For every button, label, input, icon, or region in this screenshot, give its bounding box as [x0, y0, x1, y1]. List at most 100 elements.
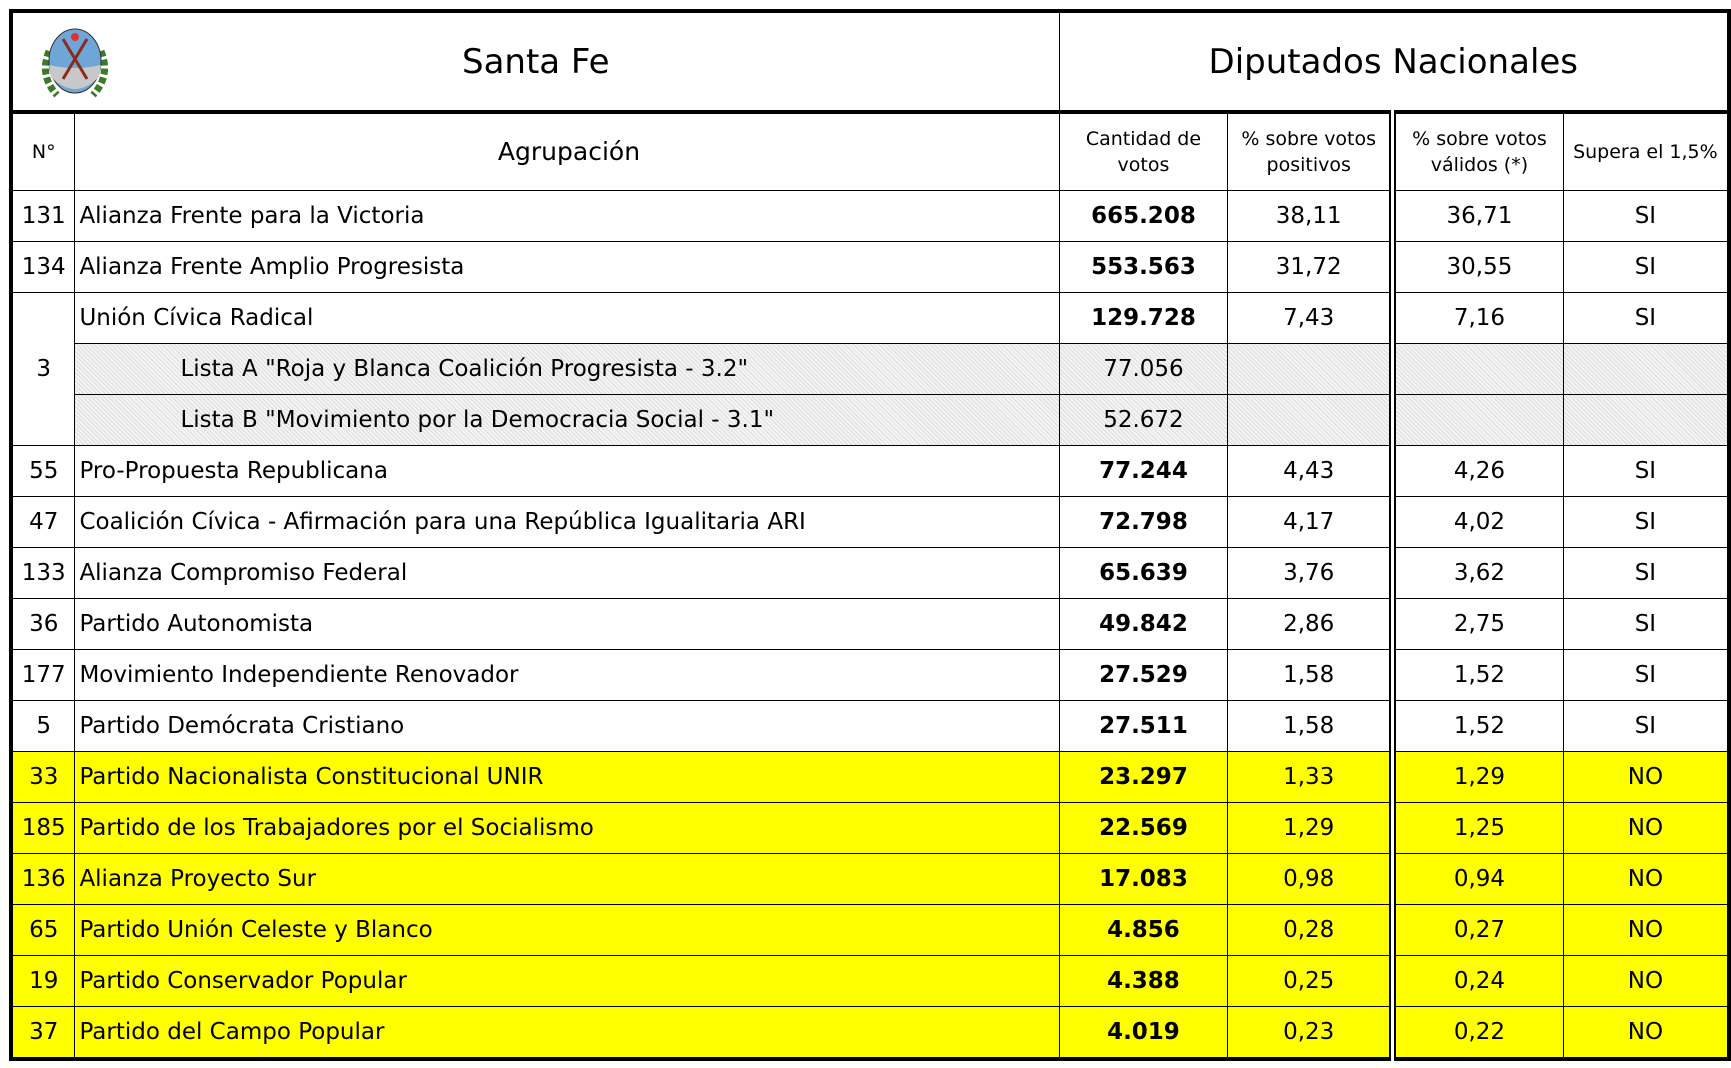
pct-valid: 4,02 [1389, 496, 1564, 548]
party-name: Partido de los Trabajadores por el Socia… [74, 802, 1060, 854]
exceeds: NO [1562, 1006, 1730, 1060]
sublist-row: Lista A "Roja y Blanca Coalición Progres… [11, 343, 1730, 395]
party-row: 177 Movimiento Independiente Renovador 27.… [10, 649, 1730, 701]
pct-valid: 4,26 [1389, 445, 1564, 497]
pct-valid: 1,25 [1389, 802, 1564, 854]
votes: 49.842 [1058, 598, 1229, 650]
pct-positive: 1,29 [1227, 802, 1394, 854]
party-number: 19 [10, 955, 76, 1007]
votes: 77.244 [1058, 445, 1229, 497]
party-number: 185 [10, 802, 76, 854]
party-name: Alianza Frente Amplio Progresista [74, 241, 1060, 293]
pct-positive: 4,17 [1227, 496, 1394, 548]
party-row: 133 Alianza Compromiso Federal 65.639 3,76 3… [10, 547, 1730, 599]
party-number: 65 [10, 904, 76, 956]
exceeds: SI [1562, 598, 1730, 650]
exceeds: NO [1562, 955, 1730, 1007]
pct-positive: 3,76 [1227, 547, 1394, 599]
party-row: 134 Alianza Frente Amplio Progresista 553.… [10, 241, 1730, 293]
pct-valid: 0,27 [1389, 904, 1564, 956]
party-number: 136 [10, 853, 76, 905]
party-number: 36 [10, 598, 76, 650]
party-name: Alianza Frente para la Victoria [74, 190, 1060, 242]
party-name: Coalición Cívica - Afirmación para una R… [74, 496, 1060, 548]
party-name: Partido Autonomista [74, 598, 1060, 650]
pct-positive: 0,23 [1227, 1006, 1394, 1060]
exceeds: NO [1562, 853, 1730, 905]
party-name: Partido Nacionalista Constitucional UNIR [74, 751, 1060, 803]
exceeds: SI [1562, 649, 1730, 701]
pct-positive: 0,25 [1227, 955, 1394, 1007]
party-row: 3 Unión Cívica Radical 129.728 7,43 7,16 SI [10, 292, 1730, 446]
column-header: % sobre votos positivos [1227, 111, 1394, 191]
votes: 22.569 [1058, 802, 1229, 854]
province-cell: Santa Fe [10, 10, 1060, 114]
party-row: 19 Partido Conservador Popular 4.388 0,25 0,… [10, 955, 1730, 1007]
pct-valid: 1,52 [1389, 649, 1564, 701]
table-body: Santa Fe Diputados Nacionales N° Agrupac… [10, 10, 1730, 1060]
empty-cell [1389, 343, 1564, 395]
header-row: Santa Fe Diputados Nacionales [10, 10, 1730, 114]
party-name: Partido Conservador Popular [74, 955, 1060, 1007]
party-row: 131 Alianza Frente para la Victoria 665.20… [10, 190, 1730, 242]
exceeds: SI [1562, 700, 1730, 752]
pct-positive: 31,72 [1227, 241, 1394, 293]
party-number: 134 [10, 241, 76, 293]
exceeds: NO [1562, 751, 1730, 803]
pct-positive: 0,28 [1227, 904, 1394, 956]
votes: 23.297 [1058, 751, 1229, 803]
party-name: Movimiento Independiente Renovador [74, 649, 1060, 701]
pct-positive: 1,58 [1227, 649, 1394, 701]
column-header: % sobre votos válidos (*) [1389, 111, 1564, 191]
votes: 17.083 [1058, 853, 1229, 905]
party-number: 55 [10, 445, 76, 497]
party-row: 65 Partido Unión Celeste y Blanco 4.856 0,2… [10, 904, 1730, 956]
pct-positive: 38,11 [1227, 190, 1394, 242]
party-number: 177 [10, 649, 76, 701]
empty-cell [1227, 343, 1394, 395]
column-header-row: N° Agrupación Cantidad de votos % sobre … [10, 111, 1730, 191]
pct-positive: 1,58 [1227, 700, 1394, 752]
party-row: 5 Partido Demócrata Cristiano 27.511 1,58 1,… [10, 700, 1730, 752]
sublist-votes: 52.672 [1058, 394, 1229, 446]
votes: 65.639 [1058, 547, 1229, 599]
exceeds: NO [1562, 802, 1730, 854]
pct-valid: 3,62 [1389, 547, 1564, 599]
party-row: 185 Partido de los Trabajadores por el So… [10, 802, 1730, 854]
pct-valid: 1,29 [1389, 751, 1564, 803]
party-name: Unión Cívica Radical [74, 292, 1060, 344]
office-title: Diputados Nacionales [1058, 10, 1730, 114]
column-header: Cantidad de votos [1058, 111, 1229, 191]
pct-valid: 0,24 [1389, 955, 1564, 1007]
exceeds: SI [1562, 496, 1730, 548]
column-header: Supera el 1,5% [1562, 111, 1730, 191]
coat-of-arms [41, 28, 109, 98]
party-name: Alianza Proyecto Sur [74, 853, 1060, 905]
results-table: Santa Fe Diputados Nacionales N° Agrupac… [9, 9, 1731, 1061]
party-number: 37 [10, 1006, 76, 1060]
votes: 129.728 [1058, 292, 1229, 344]
party-row: 33 Partido Nacionalista Constitucional UN… [10, 751, 1730, 803]
party-row: 136 Alianza Proyecto Sur 17.083 0,98 0,94 NO [10, 853, 1730, 905]
votes: 665.208 [1058, 190, 1229, 242]
party-row: 36 Partido Autonomista 49.842 2,86 2,75 SI [10, 598, 1730, 650]
empty-cell [1389, 394, 1564, 446]
empty-cell [1227, 394, 1394, 446]
pct-positive: 0,98 [1227, 853, 1394, 905]
votes: 553.563 [1058, 241, 1229, 293]
pct-valid: 30,55 [1389, 241, 1564, 293]
exceeds: NO [1562, 904, 1730, 956]
votes: 4.856 [1058, 904, 1229, 956]
votes: 27.529 [1058, 649, 1229, 701]
pct-valid: 0,22 [1389, 1006, 1564, 1060]
party-name: Partido Unión Celeste y Blanco [74, 904, 1060, 956]
party-number: 33 [10, 751, 76, 803]
empty-cell [1562, 394, 1730, 446]
pct-positive: 7,43 [1227, 292, 1394, 344]
empty-cell [1562, 343, 1730, 395]
pct-valid: 7,16 [1389, 292, 1564, 344]
pct-positive: 1,33 [1227, 751, 1394, 803]
sublist-name: Lista A "Roja y Blanca Coalición Progres… [74, 343, 1060, 395]
sublist-name: Lista B "Movimiento por la Democracia So… [74, 394, 1060, 446]
